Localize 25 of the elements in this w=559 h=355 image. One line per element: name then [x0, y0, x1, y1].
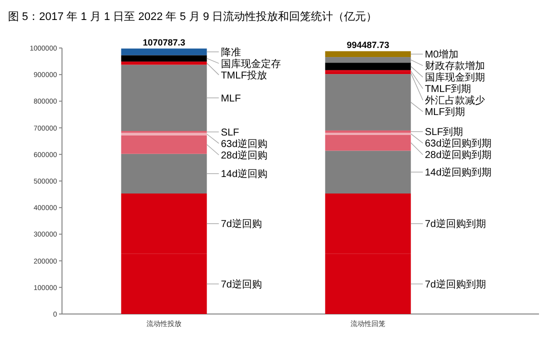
series-label: 7d逆回购	[220, 278, 262, 290]
series-label: 7d逆回购到期	[424, 278, 486, 290]
series-label: 63d逆回购到期	[424, 138, 492, 150]
series-label: TMLF到期	[424, 83, 471, 96]
series-label: M0增加	[424, 48, 459, 61]
series-label: 28d逆回购到期	[424, 149, 492, 162]
series-label: TMLF投放	[220, 69, 267, 82]
series-label: 28d逆回购	[220, 149, 268, 162]
series-label: 7d逆回购到期	[424, 218, 486, 230]
text: 外汇占款减少	[424, 94, 485, 107]
chart-title: 图 5：2017 年 1 月 1 日至 2022 年 5 月 9 日流动性投放和回笼统计（亿元）	[8, 10, 378, 23]
series-label: MLF到期	[424, 106, 465, 118]
series-label: 7d逆回购	[220, 218, 262, 230]
series-label: SLF	[220, 127, 240, 138]
annotation: 1070787.3	[142, 38, 186, 48]
series-label: 14d逆回购	[220, 168, 268, 180]
series-label: 国库现金到期	[424, 72, 485, 84]
annotation: 994487.73	[346, 40, 390, 50]
series-label: 14d逆回购到期	[424, 166, 492, 179]
series-label: SLF到期	[424, 126, 464, 138]
series-label: MLF	[220, 93, 241, 104]
series-label: 国库现金定存	[220, 58, 281, 70]
series-label: 财政存款增加	[424, 60, 485, 72]
series-label: 63d逆回购	[220, 138, 268, 150]
series-label: 降准	[220, 46, 241, 58]
